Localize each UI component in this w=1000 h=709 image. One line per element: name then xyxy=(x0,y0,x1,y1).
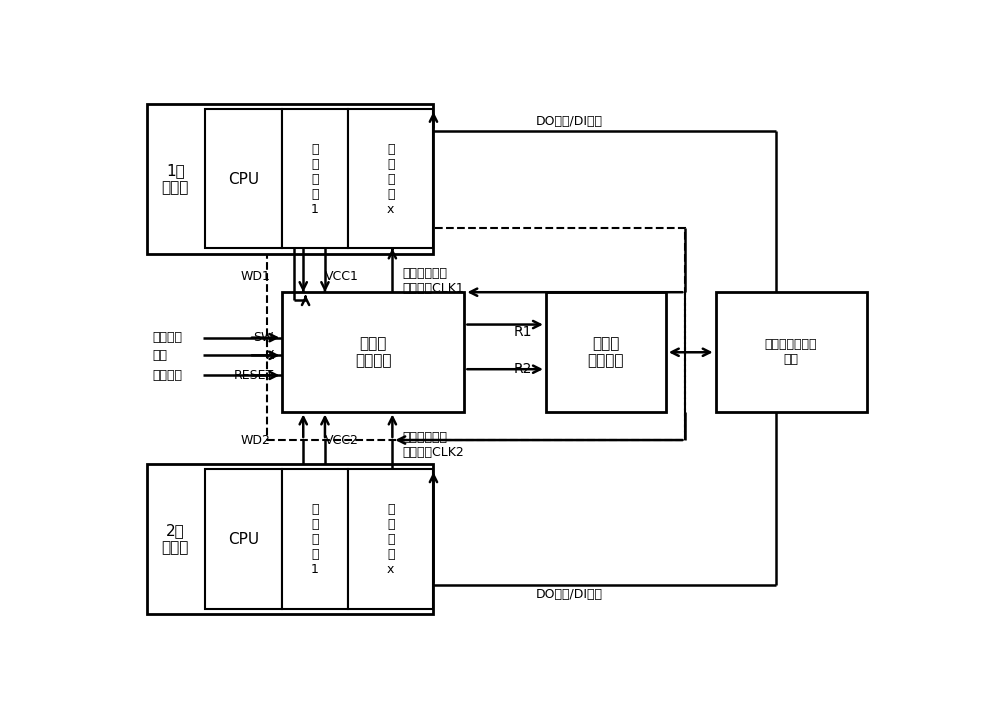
Text: 外围驱动、隔离
模块: 外围驱动、隔离 模块 xyxy=(764,338,817,367)
Bar xyxy=(147,104,433,254)
Bar xyxy=(205,469,282,609)
Bar xyxy=(348,109,433,248)
Text: R1: R1 xyxy=(514,325,533,339)
Text: DO信号/DI信号: DO信号/DI信号 xyxy=(536,115,603,128)
Text: CPU: CPU xyxy=(228,532,259,547)
Text: 晶振: 晶振 xyxy=(152,349,167,362)
Text: 功
能
模
块
1: 功 能 模 块 1 xyxy=(311,143,319,216)
Text: 强制开关: 强制开关 xyxy=(152,331,182,344)
Text: 功
能
模
块
x: 功 能 模 块 x xyxy=(387,503,395,576)
Text: DO信号/DI信号: DO信号/DI信号 xyxy=(536,588,603,601)
Text: VCC1: VCC1 xyxy=(325,270,359,284)
Bar xyxy=(716,292,867,411)
Text: WD1: WD1 xyxy=(241,270,271,284)
Bar xyxy=(348,469,433,609)
Text: R2: R2 xyxy=(514,362,532,376)
Bar xyxy=(282,469,348,609)
Text: 看门狗
逻辑电路: 看门狗 逻辑电路 xyxy=(355,336,391,369)
Bar xyxy=(205,109,282,248)
Text: 1号
计算机: 1号 计算机 xyxy=(162,163,189,195)
Bar xyxy=(267,228,685,440)
Bar xyxy=(282,292,464,411)
Text: 2号
计算机: 2号 计算机 xyxy=(162,523,189,556)
Text: WD2: WD2 xyxy=(241,435,271,447)
Text: 复位开关: 复位开关 xyxy=(152,369,182,382)
Text: 分频后的时钟
计数信号CLK2: 分频后的时钟 计数信号CLK2 xyxy=(402,432,464,459)
Text: X: X xyxy=(265,349,274,362)
Text: CPU: CPU xyxy=(228,172,259,186)
Text: 功
能
模
块
x: 功 能 模 块 x xyxy=(387,143,395,216)
Text: SW: SW xyxy=(253,331,274,344)
Bar xyxy=(546,292,666,411)
Bar xyxy=(147,464,433,614)
Text: 看门狗
选择电路: 看门狗 选择电路 xyxy=(587,336,624,369)
Text: 分频后的时钟
计数信号CLK1: 分频后的时钟 计数信号CLK1 xyxy=(402,267,464,296)
Bar xyxy=(282,109,348,248)
Text: VCC2: VCC2 xyxy=(325,435,359,447)
Text: RESET: RESET xyxy=(234,369,274,382)
Text: 功
能
模
块
1: 功 能 模 块 1 xyxy=(311,503,319,576)
